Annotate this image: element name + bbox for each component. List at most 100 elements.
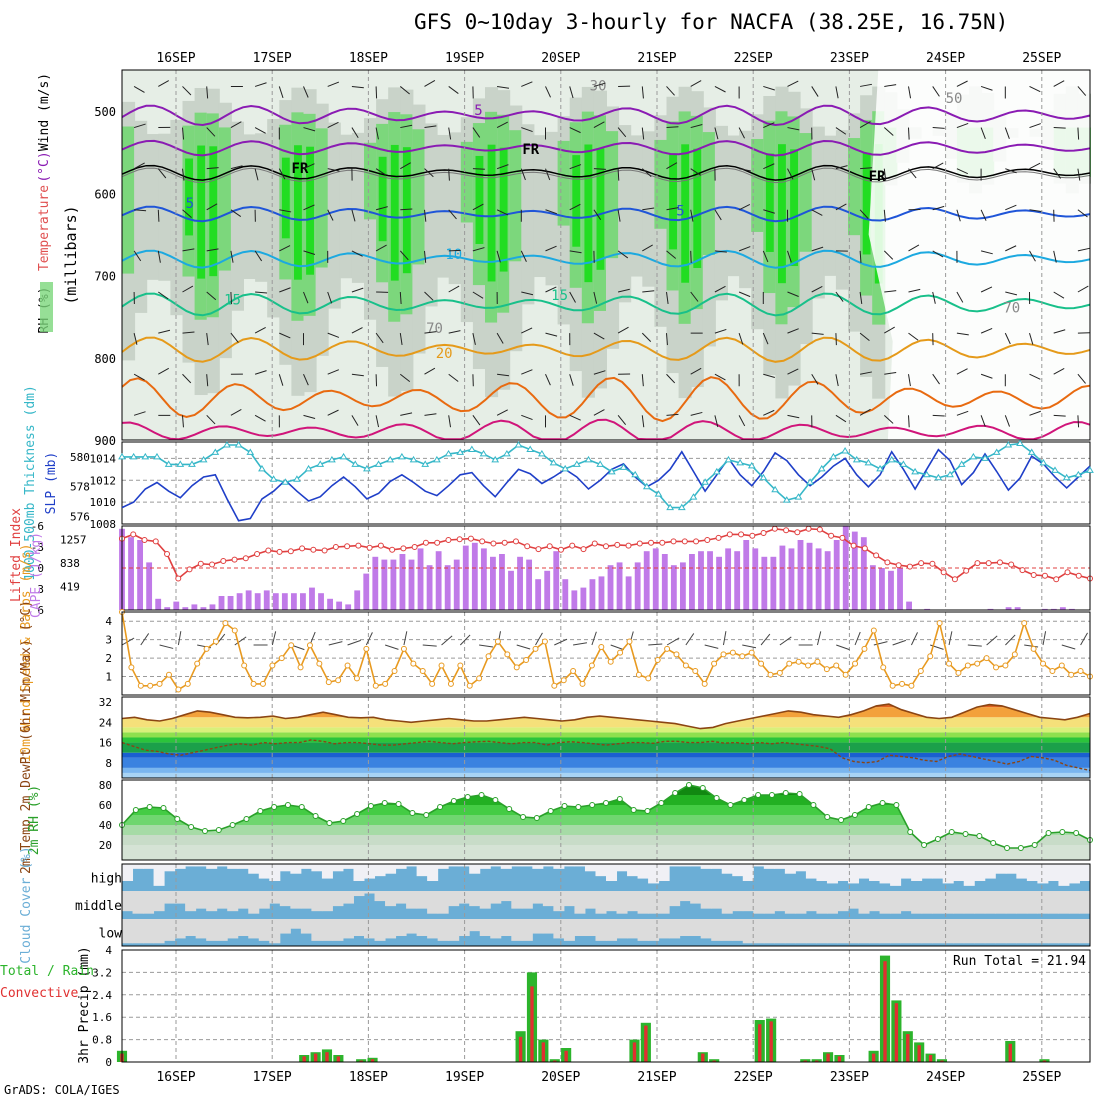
lifted-index-line-point [389,546,396,553]
cloud-clear-cell [805,891,817,912]
cape-bar [490,556,496,610]
rh2m-line-point [727,802,734,808]
cloud-clear-cell [258,864,270,879]
thickness-line-point [666,503,675,511]
wind-barb [956,80,968,87]
thickness-line-point [444,449,453,457]
wind-barb [327,291,333,304]
wind-barb [884,290,897,293]
rh2m-line-point [215,827,222,833]
lifted-index-line-point [783,527,790,534]
cloud-clear-cell [248,864,260,874]
wind-barb [279,209,292,213]
lifted-index-line-point [828,532,835,539]
thickness-line-point [409,455,418,463]
cloud-clear-cell [185,891,197,912]
cloud-clear-cell [942,919,954,944]
wind-barb [303,374,309,386]
rh-green-band [751,138,765,232]
rh-bright-band [487,144,496,282]
wind-barb [835,374,839,387]
wind-speed-line-point [1058,662,1065,669]
cloud-clear-cell [774,919,786,944]
cloud-clear-cell [1026,891,1038,914]
wind-barb-10m [722,631,727,646]
wind-barb [424,291,434,301]
lifted-index-line-point [141,537,148,543]
date-label-top: 17SEP [253,51,292,66]
wind-barb [1029,123,1041,129]
wind-barb [860,83,872,87]
lifted-index-line-point [726,531,733,538]
wind-barb [255,291,268,294]
cape-bar [607,565,614,610]
precip-convective-bar [701,1053,705,1062]
contour-label: 5 [474,103,482,119]
wind-speed-line-point [128,664,135,671]
rh-green-band [557,140,571,226]
wind-speed-line-point [353,675,360,682]
wind-barb [375,244,387,252]
cape-bar [824,551,831,610]
thickness-line-point [153,452,161,460]
wind-barb-10m [742,644,757,649]
cloud-clear-cell [995,864,1007,874]
slp-tick-label: 1014 [90,452,117,465]
cloud-clear-cell [595,891,607,914]
cape-bar [661,554,668,610]
wind-barb [617,127,627,138]
cloud-clear-cell [932,891,944,914]
wind-barb [1004,332,1011,345]
cloud-clear-cell [406,919,418,934]
wind-barb [230,209,242,217]
wind-barb [424,209,427,222]
wind-barb [327,409,339,416]
wind-barb [714,415,719,428]
thickness-line-point [129,452,138,460]
wind-barb [496,332,504,344]
rh2m-line-point [741,797,748,803]
wind-speed-line-point [1040,660,1047,667]
precip-tick-label: 2.4 [92,989,112,1002]
cloud-clear-cell [669,919,681,939]
rh-green-band [799,133,813,252]
cloud-clear-cell [353,864,365,882]
wind-barb [569,127,581,134]
cloud-clear-cell [406,891,418,909]
wind-speed-line-point [917,668,924,675]
wind-barb [351,85,364,89]
cape-bar [734,551,741,610]
cloud-clear-cell [763,891,775,914]
rh2m-line-point [1031,842,1038,848]
wind-barb [230,291,232,305]
wind-barb [158,291,169,300]
rh2m-line-point [326,820,333,826]
cloud-clear-cell [342,891,354,904]
cloud-clear-cell [532,919,544,934]
wind-speed-line-point [870,627,877,634]
temperature-band [122,732,1090,738]
rh-dark-band [424,123,438,307]
precip-convective-bar [370,1059,375,1062]
cloud-clear-cell [963,891,975,914]
wind-barb [859,121,871,128]
wind-barb [182,373,192,384]
cloud-clear-cell [1047,919,1059,944]
wind-barb [133,250,142,262]
cape-bar [300,593,306,610]
thickness-tick-label: 578 [70,481,90,494]
cloud-clear-cell [195,919,207,939]
cloud-clear-cell [542,919,554,934]
contour-label: 15 [224,292,241,308]
cape-bar [508,570,514,610]
wind-speed-line-point [964,662,971,669]
thickness-line-point [1086,466,1094,473]
wind-barb [375,332,384,344]
rh-band [122,825,1090,835]
thickness-line-point [514,441,523,448]
cloud-clear-cell [332,891,344,907]
thickness-line-point [141,452,150,460]
rh2m-tick-label: 60 [99,799,112,812]
cloud-clear-cell [143,864,155,869]
wind-barb [787,127,800,131]
